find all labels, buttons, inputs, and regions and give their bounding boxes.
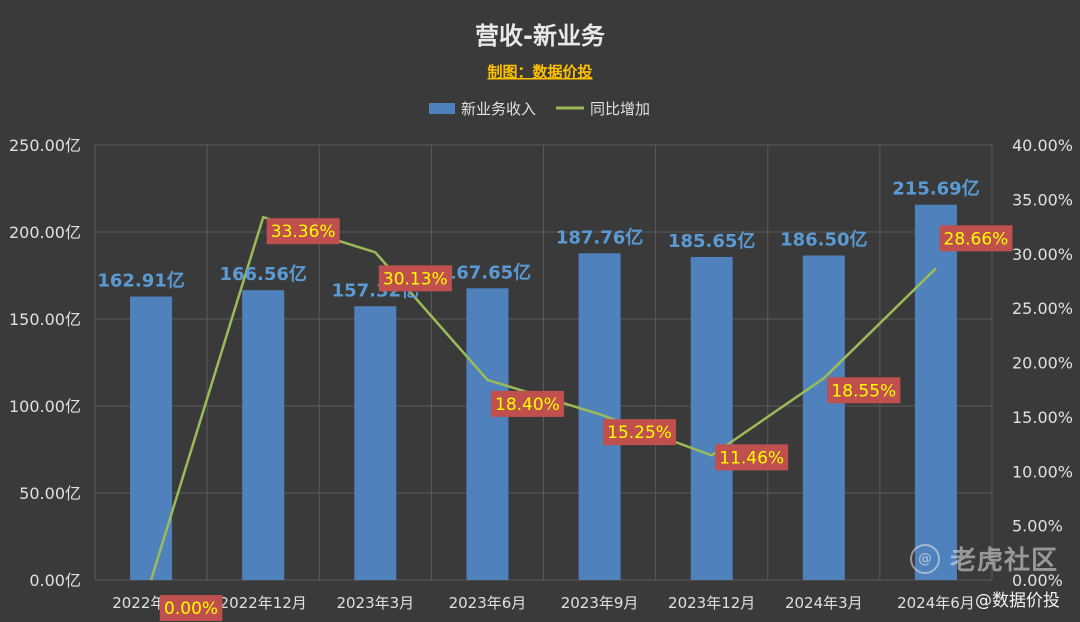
- y-left-tick-label: 250.00亿: [9, 136, 81, 155]
- bar-value-label: 185.65亿: [668, 230, 755, 252]
- pct-value-label: 30.13%: [383, 269, 448, 289]
- chart-title: 营收-新业务: [475, 22, 606, 50]
- y-right-tick-label: 0.00%: [1012, 571, 1063, 590]
- y-right-tick-label: 30.00%: [1012, 245, 1073, 264]
- watermark-text: 老虎社区: [949, 546, 1058, 576]
- x-tick-label: 2023年3月: [336, 594, 414, 612]
- tiger-logo-icon: @: [909, 543, 940, 574]
- bar: [578, 253, 621, 580]
- y-right-tick-label: 5.00%: [1012, 517, 1063, 536]
- pct-value-label: 18.40%: [495, 395, 560, 415]
- bar: [914, 204, 957, 580]
- chart-subtitle: 制图：数据价投: [487, 63, 592, 81]
- x-tick-label: 2023年6月: [449, 594, 527, 612]
- legend-label-line: 同比增加: [590, 100, 650, 118]
- y-right-tick-label: 40.00%: [1012, 136, 1073, 155]
- watermark: @ 老虎社区: [909, 540, 1058, 577]
- bar: [690, 256, 733, 580]
- pct-label-box: [490, 390, 564, 417]
- bar: [130, 296, 173, 580]
- y-right-tick-label: 10.00%: [1012, 462, 1073, 481]
- bar: [242, 290, 285, 580]
- pct-label-box: [266, 218, 340, 245]
- x-tick-label: 2024年3月: [785, 594, 863, 612]
- x-tick-label: 2023年9月: [561, 594, 639, 612]
- pct-label-box: [827, 377, 901, 404]
- pct-value-label: 0.00%: [164, 599, 218, 619]
- x-tick-label: 2024年6月: [897, 594, 975, 612]
- pct-value-label: 11.46%: [719, 448, 784, 468]
- bar: [802, 255, 845, 581]
- author-handle: @数据价投: [975, 591, 1060, 611]
- x-tick-label: 2022年12月: [220, 594, 307, 612]
- x-tick-label: 2023年12月: [668, 594, 755, 612]
- y-left-tick-label: 0.00亿: [29, 571, 81, 590]
- y-left-tick-label: 50.00亿: [19, 484, 81, 503]
- legend-swatch-bar: [429, 103, 455, 114]
- bar-value-label: 166.56亿: [219, 263, 306, 285]
- pct-label-box: [159, 595, 223, 621]
- y-right-tick-label: 35.00%: [1012, 190, 1073, 209]
- y-right-tick-label: 15.00%: [1012, 408, 1073, 427]
- bar-value-label: 167.65亿: [444, 261, 531, 283]
- pct-value-label: 18.55%: [831, 381, 896, 401]
- y-left-tick-label: 200.00亿: [9, 223, 81, 242]
- pct-value-label: 33.36%: [271, 222, 336, 242]
- bar-value-label: 215.69亿: [892, 178, 979, 200]
- bar: [466, 288, 509, 580]
- legend-label-bar: 新业务收入: [461, 100, 536, 118]
- bar-value-label: 187.76亿: [556, 226, 643, 248]
- bar-value-label: 162.91亿: [97, 270, 184, 292]
- y-left-tick-label: 150.00亿: [9, 310, 81, 329]
- y-right-tick-label: 20.00%: [1012, 354, 1073, 373]
- bar: [354, 306, 397, 580]
- y-right-tick-label: 25.00%: [1012, 299, 1073, 318]
- pct-value-label: 28.66%: [944, 229, 1009, 249]
- pct-label-box: [603, 419, 677, 446]
- pct-label-box: [939, 225, 1013, 252]
- pct-value-label: 15.25%: [607, 423, 672, 443]
- y-left-tick-label: 100.00亿: [9, 397, 81, 416]
- bar-value-label: 186.50亿: [780, 228, 867, 250]
- pct-label-box: [715, 444, 789, 471]
- pct-label-box: [378, 265, 452, 292]
